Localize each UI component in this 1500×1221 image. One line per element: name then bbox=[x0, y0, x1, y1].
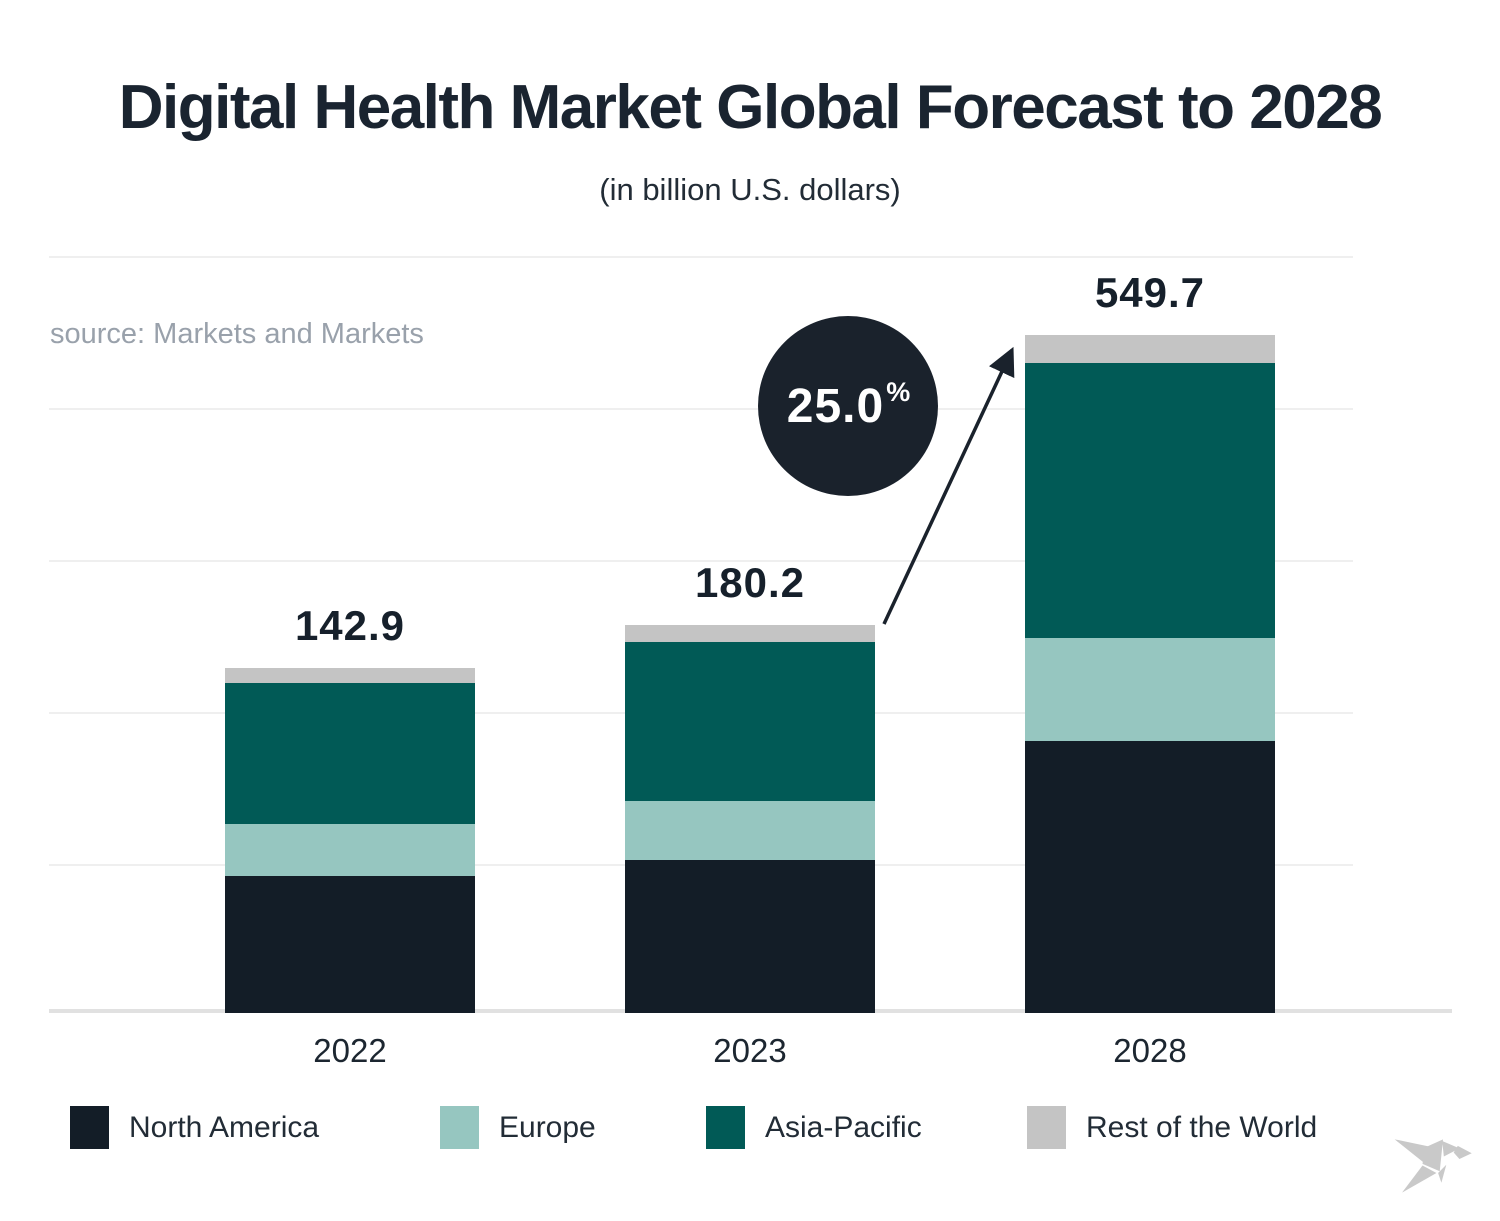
legend-swatch bbox=[706, 1106, 745, 1149]
x-axis-label-2028: 2028 bbox=[1113, 1032, 1187, 1069]
segment-rest-of-the-world bbox=[1025, 335, 1275, 364]
segment-asia-pacific bbox=[1025, 363, 1275, 639]
origami-bird-logo bbox=[1394, 1139, 1472, 1193]
legend: North America Europe Asia-Pacific Rest of t… bbox=[0, 0, 1500, 1149]
x-axis-label-2023: 2023 bbox=[713, 1032, 787, 1069]
legend-label: North America bbox=[129, 1110, 320, 1144]
legend-label: Rest of the World bbox=[1086, 1110, 1318, 1144]
segment-asia-pacific bbox=[225, 683, 475, 824]
legend-item-europe: Europe bbox=[440, 1106, 596, 1149]
gridline bbox=[49, 408, 1353, 410]
chart-subtitle: (in billion U.S. dollars) bbox=[599, 172, 901, 207]
segment-rest-of-the-world bbox=[625, 625, 875, 643]
legend-label: Asia-Pacific bbox=[765, 1110, 922, 1144]
segment-north-america bbox=[1025, 740, 1275, 1013]
bar-2023 bbox=[625, 625, 875, 1013]
segment-europe bbox=[625, 800, 875, 860]
segment-rest-of-the-world bbox=[225, 667, 475, 684]
legend-swatch bbox=[1027, 1106, 1066, 1149]
growth-badge-value: 25.0% bbox=[786, 376, 912, 433]
legend-swatch bbox=[70, 1106, 109, 1149]
bar-2028 bbox=[1025, 335, 1275, 1013]
bar-total-label-2028: 549.7 bbox=[1094, 269, 1206, 317]
legend-item-north-america: North America bbox=[70, 1106, 319, 1149]
segment-europe bbox=[1025, 638, 1275, 741]
bar-2022 bbox=[225, 667, 475, 1013]
segment-north-america bbox=[225, 875, 475, 1013]
segment-asia-pacific bbox=[625, 642, 875, 801]
percent-sign: % bbox=[886, 376, 912, 407]
source-note: source: Markets and Markets bbox=[50, 318, 424, 350]
segment-europe bbox=[225, 823, 475, 876]
legend-label: Europe bbox=[499, 1110, 596, 1144]
legend-item-rest-of-the-world: Rest of the World bbox=[1027, 1106, 1317, 1149]
legend-item-asia-pacific: Asia-Pacific bbox=[706, 1106, 922, 1149]
legend-swatch bbox=[440, 1106, 479, 1149]
gridline bbox=[49, 256, 1353, 258]
page-title: Digital Health Market Global Forecast to… bbox=[118, 73, 1383, 142]
segment-north-america bbox=[625, 859, 875, 1013]
growth-badge: 25.0% bbox=[758, 316, 938, 496]
gridline bbox=[49, 560, 1353, 562]
bar-total-label-2023: 180.2 bbox=[694, 559, 806, 607]
bar-total-label-2022: 142.9 bbox=[294, 601, 406, 649]
x-axis-label-2022: 2022 bbox=[313, 1032, 387, 1069]
